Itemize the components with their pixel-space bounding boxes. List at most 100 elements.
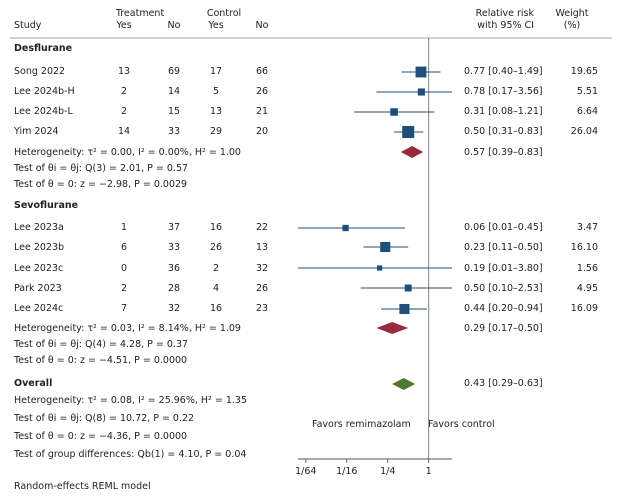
control-yes: 17 (209, 66, 223, 77)
treatment-yes: 13 (117, 66, 131, 77)
control-yes: 2 (212, 263, 220, 274)
relative-risk-value: 0.19 [0.01–3.80] (464, 263, 543, 274)
favors-right-label: Favors control (428, 419, 495, 430)
pooled-estimate-sevoflurane: 0.29 [0.17–0.50] (464, 323, 543, 334)
pooled-diamond-sevoflurane (376, 322, 409, 334)
treatment-yes: 2 (120, 86, 128, 97)
weight-value: 26.04 (570, 126, 598, 137)
x-tick-label: 1/4 (380, 466, 395, 477)
relative-risk-value: 0.23 [0.11–0.50] (464, 242, 543, 253)
treatment-no: 33 (167, 242, 181, 253)
weight-value: 1.56 (576, 263, 598, 274)
weight-header-line1: Weight (555, 8, 589, 19)
study-name: Lee 2023a (14, 222, 64, 233)
pooled-estimate-desflurane: 0.57 [0.39–0.83] (464, 147, 543, 158)
treatment-no: 33 (167, 126, 181, 137)
x-tick-label: 1/16 (336, 466, 357, 477)
study-name: Lee 2023c (14, 263, 64, 274)
control-yes: 5 (212, 86, 220, 97)
treatment-yes: 2 (120, 106, 128, 117)
study-marker (417, 88, 425, 96)
study-name: Lee 2024b-H (14, 86, 75, 97)
weight-value: 5.51 (576, 86, 598, 97)
study-name: Lee 2024b-L (14, 106, 73, 117)
study-marker (390, 108, 398, 116)
treatment-yes: 1 (120, 222, 128, 233)
effect-test-desflurane: Test of θ = 0: z = −2.98, P = 0.0029 (14, 179, 188, 190)
control-no: 26 (255, 86, 269, 97)
homogeneity-test-sevoflurane: Test of θi = θj: Q(4) = 4.28, P = 0.37 (14, 339, 189, 350)
relative-risk-value: 0.77 [0.40–1.49] (464, 66, 543, 77)
treatment-no: 32 (167, 303, 181, 314)
treatment-no: 28 (167, 283, 181, 294)
control-no: 32 (255, 263, 269, 274)
treatment-no: 15 (167, 106, 181, 117)
weight-value: 4.95 (576, 283, 598, 294)
study-marker (404, 284, 412, 292)
treatment-no: 37 (167, 222, 181, 233)
study-marker (380, 241, 391, 253)
treatment-column-header: Treatment (115, 8, 165, 19)
relative-risk-value: 0.44 [0.20–0.94] (464, 303, 543, 314)
control-yes: 13 (209, 106, 223, 117)
study-marker (415, 66, 427, 78)
control-column-header: Control (206, 8, 242, 19)
control-no: 22 (255, 222, 269, 233)
study-name: Lee 2023b (14, 242, 65, 253)
overall-diamond (392, 378, 416, 390)
study-name: Song 2022 (14, 66, 66, 77)
overall-estimate: 0.43 [0.29–0.63] (464, 378, 543, 389)
favors-left-label: Favors remimazolam (312, 419, 411, 430)
treatment-yes: 0 (120, 263, 128, 274)
treatment-yes: 14 (117, 126, 131, 137)
study-column-header: Study (14, 20, 42, 31)
group-title-desflurane: Desflurane (14, 43, 73, 54)
control-no-header: No (255, 20, 269, 31)
control-no: 26 (255, 283, 269, 294)
relative-risk-value: 0.31 [0.08–1.21] (464, 106, 543, 117)
study-name: Park 2023 (14, 283, 62, 294)
relative-risk-value: 0.50 [0.31–0.83] (464, 126, 543, 137)
study-marker (377, 265, 383, 271)
x-tick-label: 1/64 (295, 466, 316, 477)
control-yes-header: Yes (208, 20, 224, 31)
control-no: 20 (255, 126, 269, 137)
homogeneity-test-desflurane: Test of θi = θj: Q(3) = 2.01, P = 0.57 (14, 163, 189, 174)
group-difference-test: Test of group differences: Qb(1) = 4.10,… (14, 449, 247, 460)
effect-test-sevoflurane: Test of θ = 0: z = −4.51, P = 0.0000 (14, 355, 188, 366)
homogeneity-test-overall: Test of θi = θj: Q(8) = 10.72, P = 0.22 (14, 413, 195, 424)
relative-risk-value: 0.50 [0.10–2.53] (464, 283, 543, 294)
weight-value: 19.65 (570, 66, 598, 77)
control-no: 23 (255, 303, 269, 314)
study-marker (399, 303, 410, 315)
pooled-diamond-desflurane (400, 146, 424, 158)
x-tick-label: 1 (426, 466, 432, 477)
group-title-sevoflurane: Sevoflurane (14, 200, 79, 211)
treatment-no: 14 (167, 86, 181, 97)
treatment-yes: 7 (120, 303, 128, 314)
weight-value: 16.10 (570, 242, 598, 253)
control-no: 66 (255, 66, 269, 77)
control-yes: 4 (212, 283, 220, 294)
study-marker (342, 224, 349, 232)
relative-risk-header-line1: Relative risk (475, 8, 534, 19)
relative-risk-header-line2: with 95% CI (477, 20, 534, 31)
treatment-yes: 2 (120, 283, 128, 294)
heterogeneity-desflurane: Heterogeneity: τ² = 0.00, I² = 0.00%, H²… (14, 147, 241, 158)
weight-header-line2: (%) (563, 20, 581, 31)
weight-value: 16.09 (570, 303, 598, 314)
control-no: 21 (255, 106, 269, 117)
treatment-yes-header: Yes (116, 20, 132, 31)
heterogeneity-overall: Heterogeneity: τ² = 0.08, I² = 25.96%, H… (14, 395, 248, 406)
heterogeneity-sevoflurane: Heterogeneity: τ² = 0.03, I² = 8.14%, H²… (14, 323, 241, 334)
control-yes: 16 (209, 303, 223, 314)
control-no: 13 (255, 242, 269, 253)
relative-risk-value: 0.06 [0.01–0.45] (464, 222, 543, 233)
control-yes: 16 (209, 222, 223, 233)
model-footnote: Random-effects REML model (14, 481, 151, 492)
treatment-no-header: No (167, 20, 181, 31)
treatment-no: 36 (167, 263, 181, 274)
treatment-yes: 6 (120, 242, 128, 253)
